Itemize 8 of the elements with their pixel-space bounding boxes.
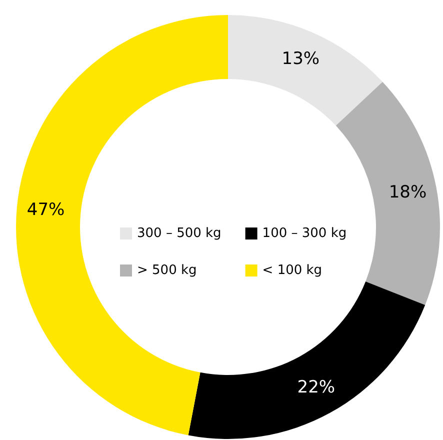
legend-label: < 100 kg xyxy=(262,263,322,278)
legend-label: 100 – 300 kg xyxy=(262,226,347,241)
data-label: 18% xyxy=(388,182,427,203)
data-label: 13% xyxy=(282,49,320,70)
legend-label: > 500 kg xyxy=(137,263,197,278)
legend-label: 300 – 500 kg xyxy=(137,226,222,241)
data-label: 22% xyxy=(297,377,336,398)
data-label: 47% xyxy=(26,200,65,220)
